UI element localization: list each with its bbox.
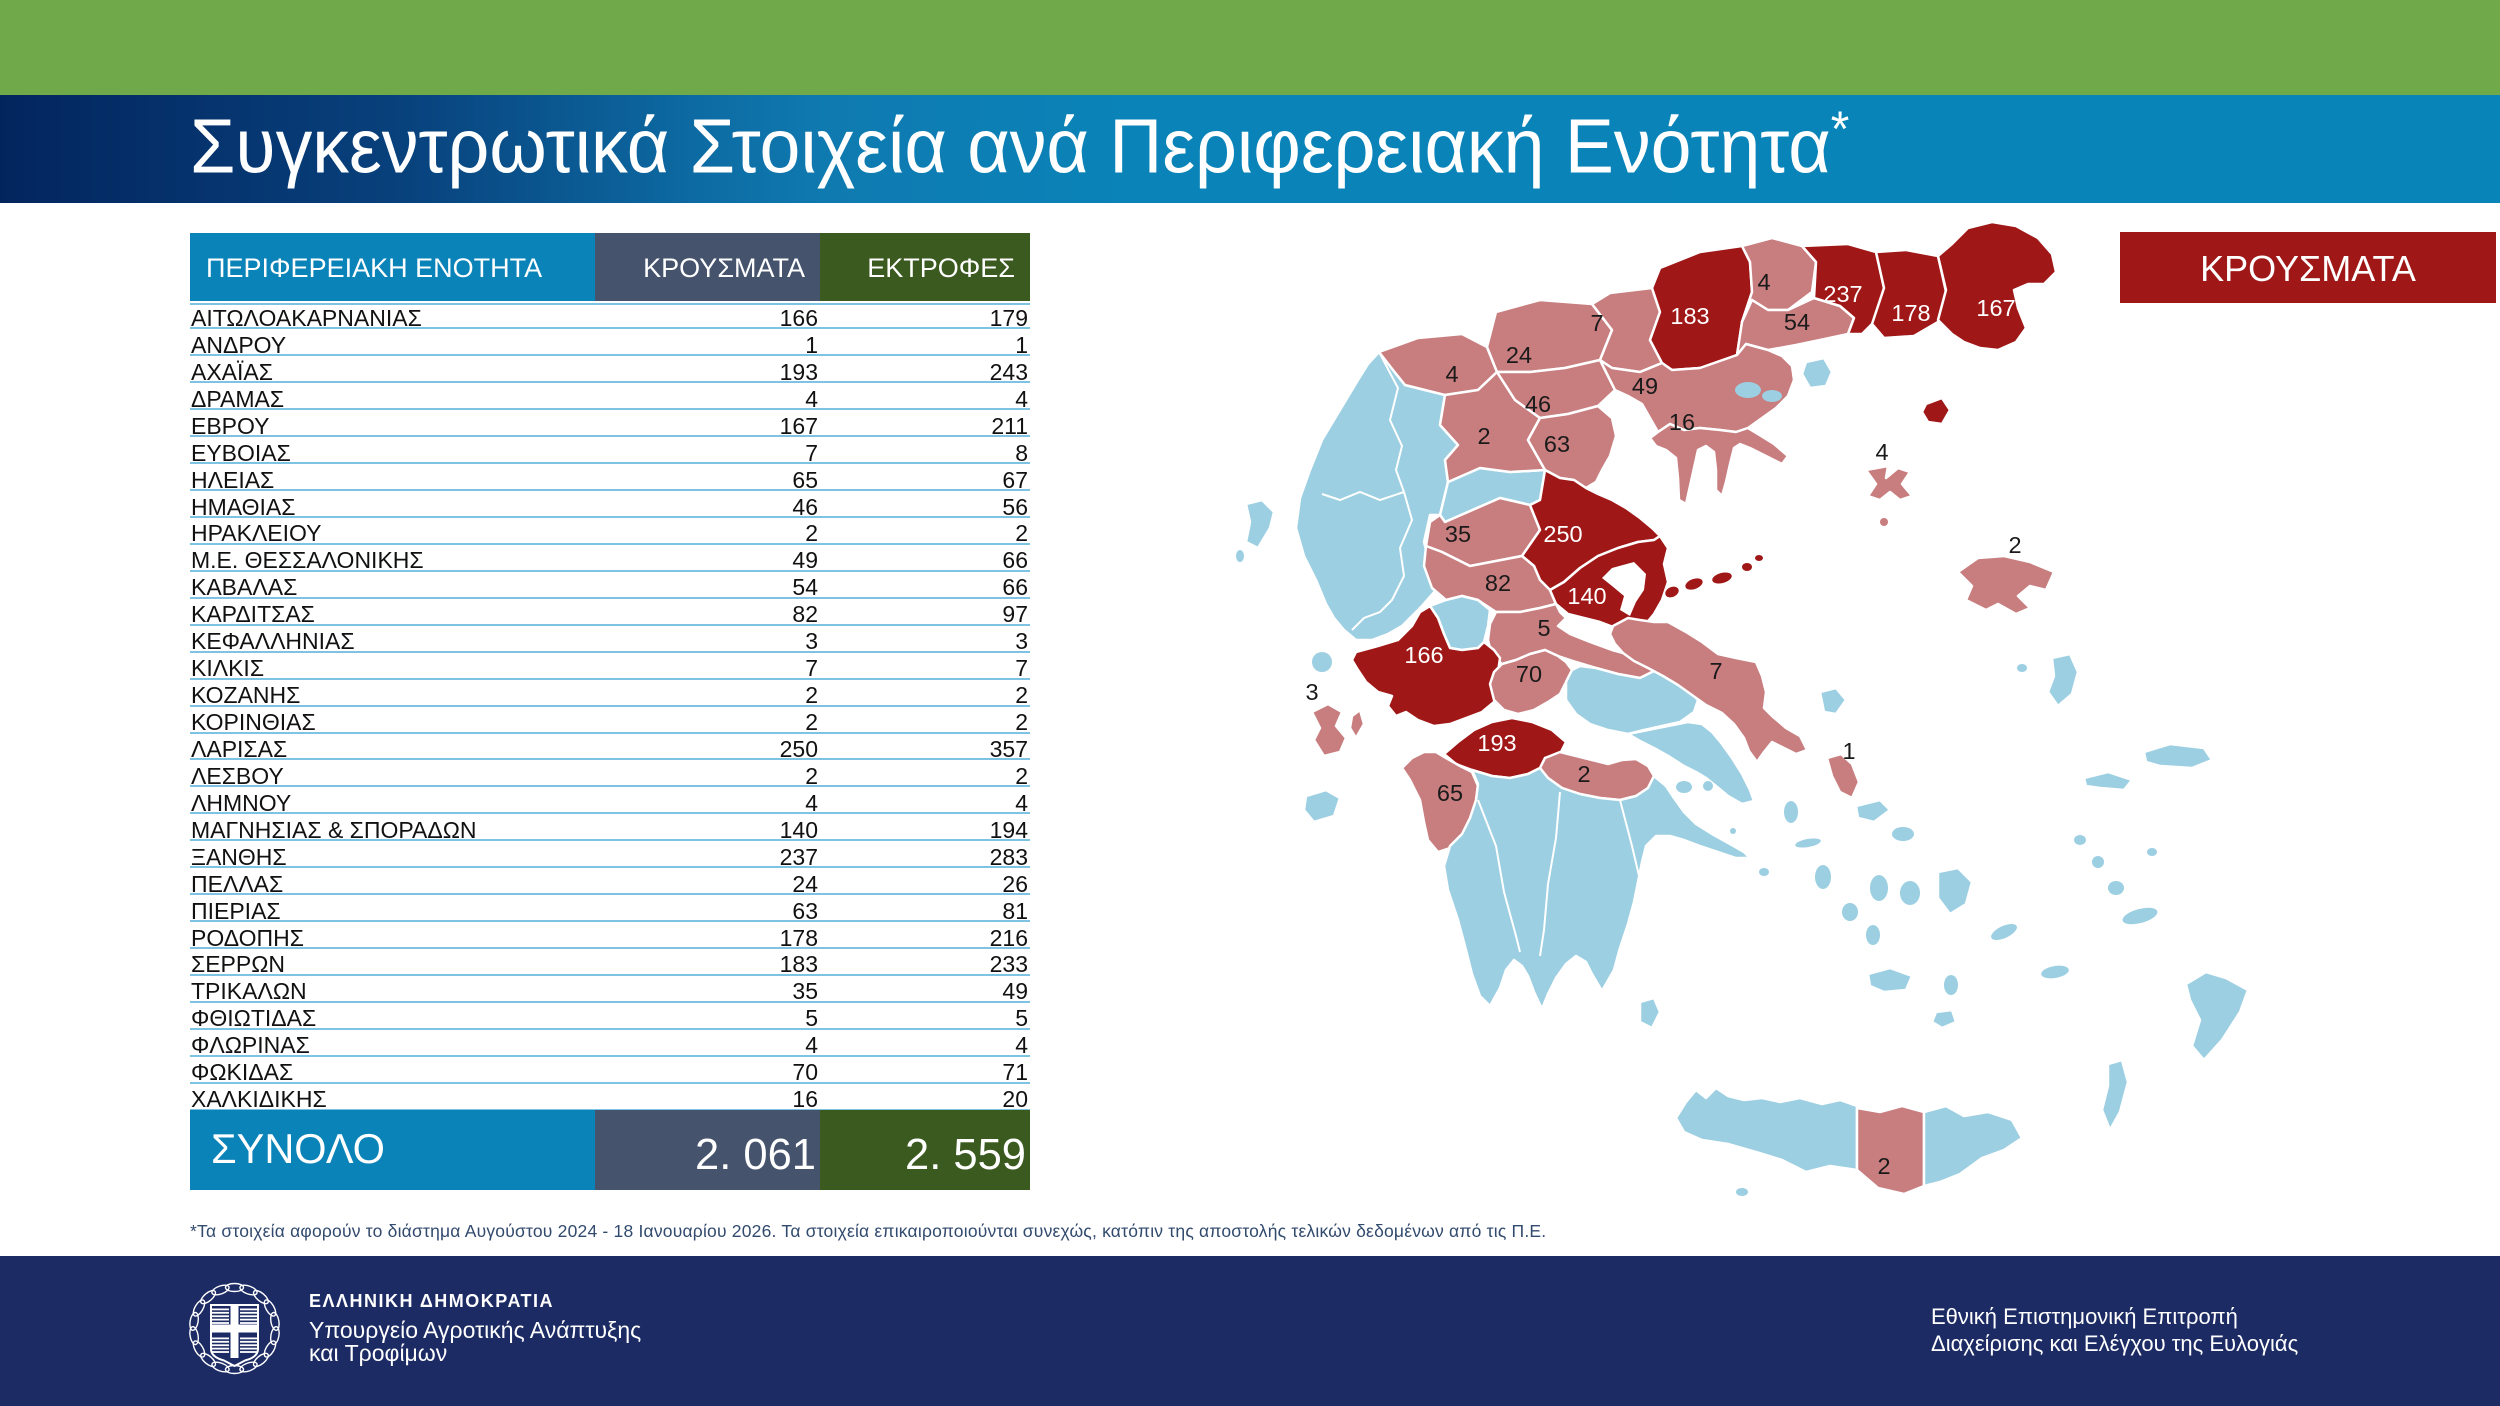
svg-text:140: 140 [1567,583,1606,609]
svg-text:178: 178 [1891,300,1930,326]
svg-text:24: 24 [1506,342,1532,368]
svg-text:63: 63 [1544,431,1570,457]
svg-text:49: 49 [1632,373,1658,399]
svg-text:16: 16 [1669,409,1695,435]
svg-text:4: 4 [1757,269,1770,295]
svg-text:7: 7 [1590,310,1603,336]
svg-text:7: 7 [1709,658,1722,684]
svg-text:1: 1 [1842,738,1855,764]
svg-text:237: 237 [1823,281,1862,307]
svg-text:167: 167 [1976,295,2015,321]
svg-text:2: 2 [2008,532,2021,558]
svg-text:250: 250 [1543,521,1582,547]
svg-text:4: 4 [1445,361,1458,387]
svg-text:82: 82 [1485,570,1511,596]
svg-text:70: 70 [1516,661,1542,687]
svg-text:54: 54 [1784,309,1810,335]
svg-text:3: 3 [1305,679,1318,705]
svg-text:4: 4 [1875,439,1888,465]
svg-text:183: 183 [1670,303,1709,329]
svg-text:65: 65 [1437,780,1463,806]
svg-text:2: 2 [1477,423,1490,449]
svg-text:166: 166 [1404,642,1443,668]
svg-text:2: 2 [1577,761,1590,787]
svg-text:193: 193 [1477,730,1516,756]
svg-text:35: 35 [1445,521,1471,547]
svg-text:5: 5 [1537,615,1550,641]
svg-text:2: 2 [1877,1153,1890,1179]
svg-text:46: 46 [1525,391,1551,417]
